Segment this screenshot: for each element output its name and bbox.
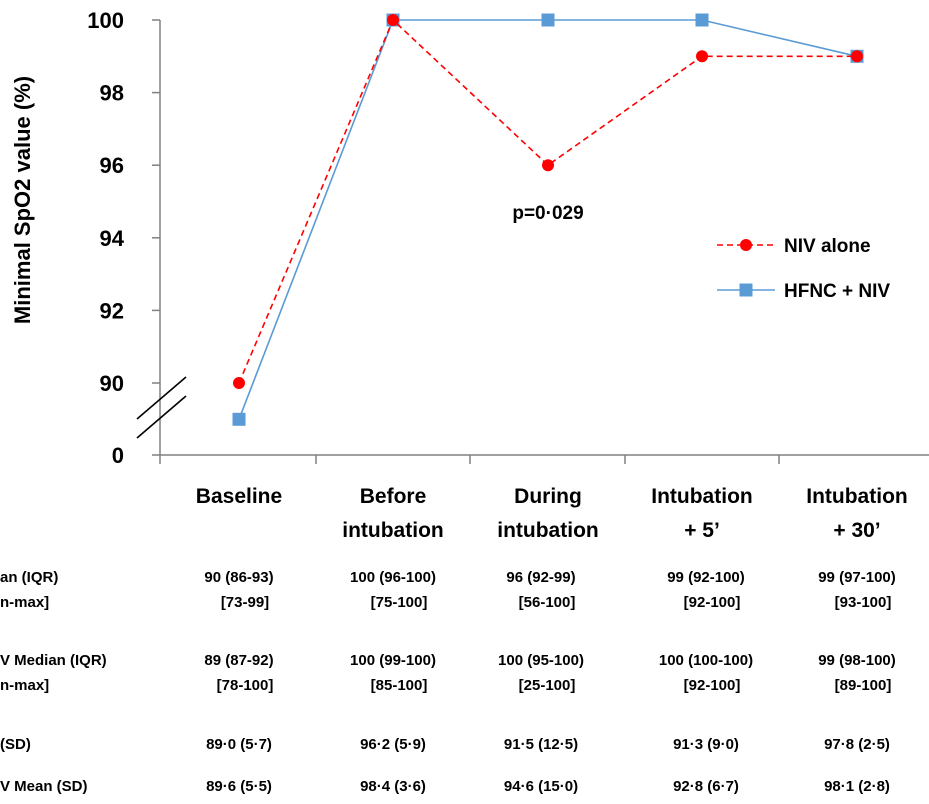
x-category-label: Before	[360, 485, 427, 508]
table-row-label: V Median (IQR)	[0, 652, 107, 669]
series-layer: p=0·029	[232, 13, 864, 426]
table-cell: [92-100]	[684, 594, 741, 611]
data-point-circle	[233, 377, 245, 389]
table-cell: [89-100]	[835, 677, 892, 694]
data-point-square	[232, 412, 246, 426]
table-row: an (IQR) n-max] 90 (86-93) [73-99] 100 (96-1…	[0, 569, 896, 611]
y-tick-label: 90	[100, 371, 124, 396]
table-cell: 99 (97-100)	[818, 569, 896, 586]
y-tick-label: 96	[100, 153, 124, 178]
table-cell: 100 (100-100)	[659, 652, 753, 669]
legend-marker-square	[739, 283, 753, 297]
table-cell: 99 (98-100)	[818, 652, 896, 669]
legend-item: HFNC + NIV	[717, 281, 890, 302]
data-point-circle	[696, 50, 708, 63]
x-category-label: Baseline	[196, 485, 282, 508]
table-row: V Mean (SD) 89·6 (5·5) 98·4 (3·6) 94·6 (15·…	[0, 778, 890, 795]
data-point-circle	[542, 159, 554, 172]
x-category-label: Intubation	[806, 485, 907, 508]
data-point-circle	[387, 14, 399, 26]
table-row: (SD) 89·0 (5·7) 96·2 (5·9) 91·5 (12·5) 91·3 …	[0, 736, 890, 753]
series-line	[238, 18, 857, 384]
p-value-annotation: p=0·029	[512, 203, 583, 224]
table-cell: 90 (86-93)	[204, 569, 273, 586]
y-tick-label: 92	[100, 298, 124, 323]
table-cell: [78-100]	[217, 677, 274, 694]
table-cell: 98·4 (3·6)	[360, 778, 426, 795]
table-row-label: n-max]	[0, 677, 49, 694]
table-cell: 98·1 (2·8)	[824, 778, 890, 795]
table-cell: [92-100]	[684, 677, 741, 694]
x-category-label: Intubation	[651, 485, 752, 508]
x-category-label: During	[514, 485, 582, 508]
y-tick-label: 0	[112, 443, 124, 468]
table-cell: 100 (99-100)	[350, 652, 436, 669]
table-cell: 89·6 (5·5)	[206, 778, 272, 795]
table-cell: [93-100]	[835, 594, 892, 611]
legend-marker-circle	[740, 239, 752, 251]
table-cell: 91·3 (9·0)	[673, 736, 739, 753]
legend-label: NIV alone	[784, 236, 871, 257]
x-category-label: + 5’	[684, 519, 720, 542]
summary-table: an (IQR) n-max] 90 (86-93) [73-99] 100 (96-1…	[0, 569, 896, 795]
data-point-square	[541, 13, 555, 27]
data-point-square	[695, 13, 709, 27]
table-cell: 96 (92-99)	[506, 569, 575, 586]
legend-label: HFNC + NIV	[784, 281, 890, 302]
table-cell: [85-100]	[371, 677, 428, 694]
y-axis-title: Minimal SpO2 value (%)	[10, 76, 35, 324]
table-cell: 96·2 (5·9)	[360, 736, 426, 753]
data-point-circle	[851, 50, 863, 63]
y-tick-label: 94	[100, 226, 125, 251]
table-row-label: an (IQR)	[0, 569, 58, 586]
table-row: V Median (IQR) n-max] 89 (87-92) [78-100] 10…	[0, 652, 896, 694]
series-niv-alone	[233, 14, 863, 389]
axes: 100 98 96 94 92 90 0 Minimal SpO2 value (%)	[10, 8, 929, 468]
table-row-label: V Mean (SD)	[0, 778, 88, 795]
table-cell: 94·6 (15·0)	[504, 778, 578, 795]
table-cell: 91·5 (12·5)	[504, 736, 578, 753]
table-cell: [75-100]	[371, 594, 428, 611]
table-cell: 89 (87-92)	[204, 652, 273, 669]
table-cell: 100 (96-100)	[350, 569, 436, 586]
table-cell: 99 (92-100)	[667, 569, 745, 586]
y-tick-label: 100	[87, 8, 124, 33]
table-cell: [73-99]	[221, 594, 269, 611]
table-cell: 92·8 (6·7)	[673, 778, 739, 795]
x-category-label: + 30’	[833, 519, 880, 542]
axis-break-mark	[136, 395, 187, 439]
table-cell: 97·8 (2·5)	[824, 736, 890, 753]
legend: NIV alone HFNC + NIV	[717, 236, 890, 302]
axis-break-mark	[136, 376, 187, 420]
y-tick-label: 98	[100, 81, 124, 106]
table-cell: [56-100]	[519, 594, 576, 611]
table-cell: [25-100]	[519, 677, 576, 694]
x-category-label: intubation	[497, 519, 598, 542]
legend-item: NIV alone	[717, 236, 871, 257]
x-category-label: intubation	[342, 519, 443, 542]
table-row-label: n-max]	[0, 594, 49, 611]
x-axis-category-labels: Baseline Before intubation During intubation…	[196, 485, 908, 542]
table-row-label: (SD)	[0, 736, 31, 753]
table-cell: 100 (95-100)	[498, 652, 584, 669]
table-cell: 89·0 (5·7)	[206, 736, 272, 753]
